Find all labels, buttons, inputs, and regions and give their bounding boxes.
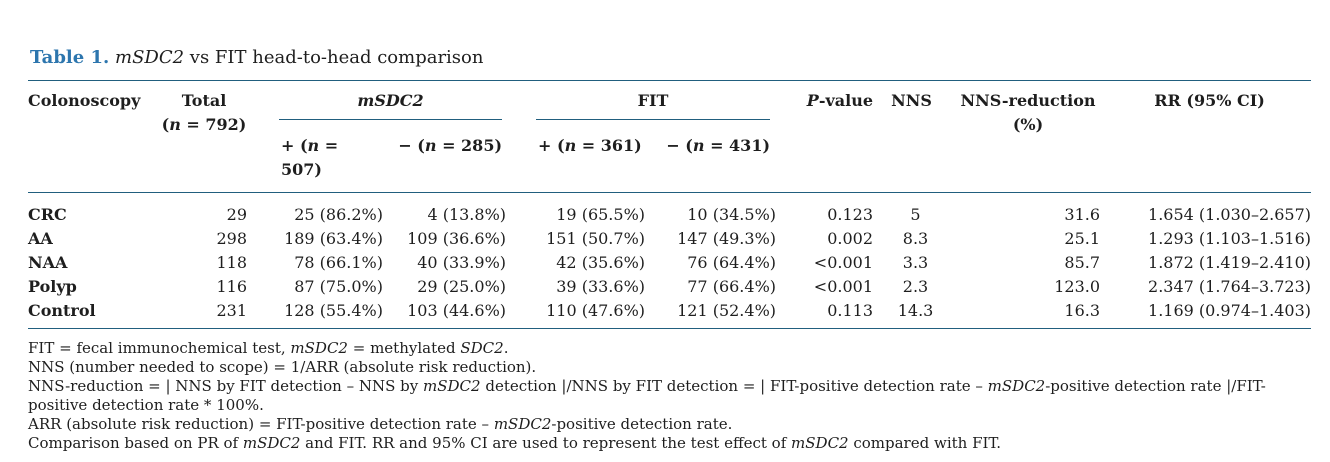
- cell-total: 29: [226, 205, 247, 224]
- cell-msdc2-negative: 40 (33.9%): [417, 253, 507, 272]
- column-header-p-value: P-value: [806, 91, 874, 110]
- cell-rr: 1.169 (0.974–1.403): [1148, 301, 1312, 320]
- cell-msdc2-negative: 109 (36.6%): [407, 229, 507, 248]
- column-header-nns: NNS: [891, 91, 932, 110]
- comparison-table: Colonoscopy Total (n = 792) mSDC2 FIT P-v…: [28, 80, 1312, 329]
- cell-nns: 14.3: [897, 301, 934, 320]
- cell-nns-reduction: 16.3: [1064, 301, 1101, 320]
- footnote-line: NNS-reduction = | NNS by FIT detection –…: [28, 377, 1266, 414]
- footnote-line: FIT = fecal immunochemical test, mSDC2 =…: [28, 339, 509, 357]
- cell-msdc2-positive: 78 (66.1%): [294, 253, 383, 272]
- cell-nns-reduction: 123.0: [1054, 277, 1101, 296]
- table-body: CRC 29 25 (86.2%) 4 (13.8%) 19 (65.5%) 1…: [28, 193, 1312, 329]
- cell-msdc2-positive: 128 (55.4%): [284, 301, 383, 320]
- table-title: mSDC2 vs FIT head-to-head comparison: [115, 47, 484, 68]
- table-figure: Table 1. mSDC2 vs FIT head-to-head compa…: [28, 46, 1312, 453]
- cell-total: 298: [216, 229, 247, 248]
- cell-msdc2-negative: 103 (44.6%): [407, 301, 507, 320]
- fit-group-label: FIT: [637, 91, 669, 110]
- footnote-line: ARR (absolute risk reduction) = FIT-posi…: [28, 415, 733, 433]
- nns-reduction-unit: (%): [1012, 115, 1044, 134]
- column-header-fit-positive: + (n = 361): [538, 136, 642, 155]
- cell-msdc2-positive: 87 (75.0%): [294, 277, 383, 296]
- column-group-msdc2: mSDC2: [253, 81, 510, 120]
- table-row: Control 231 128 (55.4%) 103 (44.6%) 110 …: [28, 299, 1311, 329]
- footnotes: FIT = fecal immunochemical test, mSDC2 =…: [28, 339, 1311, 453]
- cell-p-value: <0.001: [813, 277, 874, 296]
- total-n: (n = 792): [161, 115, 247, 134]
- cell-total: 231: [216, 301, 247, 320]
- cell-p-value: 0.123: [827, 205, 874, 224]
- cell-fit-negative: 147 (49.3%): [677, 229, 777, 248]
- column-header-msdc2-positive: + (n = 507): [281, 136, 339, 179]
- cell-group: NAA: [28, 253, 68, 272]
- footnote-line: Comparison based on PR of mSDC2 and FIT.…: [28, 434, 1001, 452]
- table-number: Table 1.: [30, 47, 110, 68]
- cell-fit-negative: 121 (52.4%): [677, 301, 777, 320]
- column-header-total: Total (n = 792): [155, 81, 253, 193]
- cell-rr: 1.654 (1.030–2.657): [1148, 205, 1312, 224]
- column-header-rr: RR (95% CI): [1154, 91, 1265, 110]
- table-row: NAA 118 78 (66.1%) 40 (33.9%) 42 (35.6%)…: [28, 251, 1311, 275]
- cell-nns: 8.3: [902, 229, 929, 248]
- cell-group: Polyp: [28, 277, 77, 296]
- cell-nns: 3.3: [902, 253, 929, 272]
- table-row: CRC 29 25 (86.2%) 4 (13.8%) 19 (65.5%) 1…: [28, 193, 1311, 228]
- cell-nns-reduction: 31.6: [1064, 205, 1101, 224]
- cell-fit-negative: 76 (64.4%): [687, 253, 777, 272]
- cell-msdc2-positive: 25 (86.2%): [294, 205, 383, 224]
- cell-fit-positive: 42 (35.6%): [556, 253, 646, 272]
- cell-msdc2-positive: 189 (63.4%): [284, 229, 383, 248]
- cell-msdc2-negative: 29 (25.0%): [417, 277, 507, 296]
- column-header-fit-negative: − (n = 431): [666, 136, 771, 155]
- cell-rr: 2.347 (1.764–3.723): [1148, 277, 1312, 296]
- cell-rr: 1.293 (1.103–1.516): [1148, 229, 1312, 248]
- cell-msdc2-negative: 4 (13.8%): [427, 205, 507, 224]
- table-row: AA 298 189 (63.4%) 109 (36.6%) 151 (50.7…: [28, 227, 1311, 251]
- footnote-line: NNS (number needed to scope) = 1/ARR (ab…: [28, 358, 537, 376]
- cell-fit-positive: 19 (65.5%): [556, 205, 646, 224]
- cell-fit-negative: 10 (34.5%): [687, 205, 777, 224]
- column-group-fit: FIT: [510, 81, 778, 120]
- cell-fit-positive: 110 (47.6%): [546, 301, 646, 320]
- cell-total: 118: [216, 253, 247, 272]
- cell-nns: 2.3: [902, 277, 929, 296]
- table-header: Colonoscopy Total (n = 792) mSDC2 FIT P-v…: [28, 81, 1312, 193]
- total-label: Total: [181, 91, 227, 110]
- cell-group: CRC: [28, 205, 67, 224]
- msdc2-group-label: mSDC2: [357, 91, 424, 110]
- nns-reduction-label: NNS-reduction: [960, 91, 1096, 110]
- column-header-msdc2-negative: − (n = 285): [398, 136, 503, 155]
- cell-fit-positive: 39 (33.6%): [556, 277, 646, 296]
- cell-total: 116: [216, 277, 247, 296]
- table-caption: Table 1. mSDC2 vs FIT head-to-head compa…: [30, 46, 1311, 70]
- cell-p-value: <0.001: [813, 253, 874, 272]
- column-header-nns-reduction: NNS-reduction (%): [948, 81, 1108, 193]
- cell-p-value: 0.002: [827, 229, 874, 248]
- cell-group: Control: [28, 301, 96, 320]
- column-header-colonoscopy: Colonoscopy: [28, 91, 141, 110]
- cell-fit-positive: 151 (50.7%): [546, 229, 646, 248]
- cell-fit-negative: 77 (66.4%): [687, 277, 777, 296]
- cell-nns: 5: [910, 205, 921, 224]
- cell-nns-reduction: 85.7: [1064, 253, 1101, 272]
- cell-nns-reduction: 25.1: [1064, 229, 1101, 248]
- cell-group: AA: [28, 229, 53, 248]
- cell-p-value: 0.113: [827, 301, 874, 320]
- table-row: Polyp 116 87 (75.0%) 29 (25.0%) 39 (33.6…: [28, 275, 1311, 299]
- cell-rr: 1.872 (1.419–2.410): [1148, 253, 1312, 272]
